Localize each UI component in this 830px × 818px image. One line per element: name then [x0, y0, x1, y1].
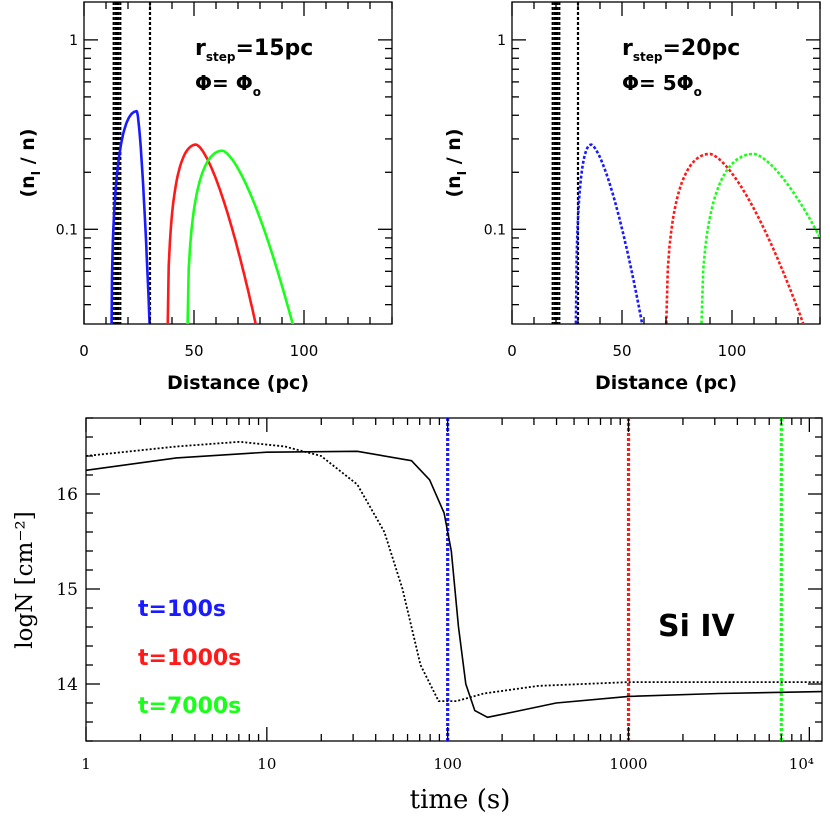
panel-top-left: 0.1 1 0 50 100 rstep=15pc Φ= Φo Distance (pc…: [17, 1, 393, 394]
annotation-phi: Φ= 5Φo: [622, 71, 702, 99]
series-t-100s: [574, 143, 644, 324]
x-tick-label: 1000: [609, 755, 647, 773]
x-tick-label: 1: [81, 755, 91, 773]
series-t-1000s: [664, 152, 805, 324]
x-tick-label: 0: [507, 342, 517, 360]
y-tick-label: 0.1: [484, 222, 506, 238]
panel-bottom: 1 10 100 1000 10⁴ 14 15 16 t=100s t=1000s t=700…: [12, 417, 823, 815]
series-t-100s: [110, 109, 151, 324]
series-solid: [85, 450, 823, 719]
y-tick-label: 15: [56, 580, 78, 600]
x-tick-label: 50: [612, 342, 631, 360]
y-tick-label: 14: [56, 675, 78, 695]
x-axis-label: time (s): [410, 785, 511, 815]
x-tick-label: 0: [79, 342, 89, 360]
panel-top-right: 0.1 1 0 50 100 rstep=20pc Φ= 5Φo Distance (p…: [443, 1, 821, 394]
plot-frame: [85, 417, 823, 742]
y-axis-label: (nI / n): [17, 128, 43, 197]
x-tick-label: 10⁴: [789, 755, 814, 773]
x-axis-label: Distance (pc): [595, 372, 737, 394]
y-tick-label: 1: [69, 33, 78, 49]
x-tick-label: 50: [184, 342, 203, 360]
legend-t100: t=100s: [138, 597, 226, 622]
x-tick-label: 100: [290, 342, 319, 360]
series-dotted: [85, 440, 822, 702]
x-tick-label: 100: [433, 755, 462, 773]
species-label: Si IV: [658, 609, 735, 644]
annotation-r: rstep=15pc: [195, 36, 313, 64]
y-tick-label: 1: [497, 33, 506, 49]
y-axis-label: (nI / n): [443, 128, 469, 197]
y-axis-label: logN [cm⁻²]: [12, 511, 38, 648]
annotation-r: rstep=20pc: [622, 36, 740, 64]
x-tick-label: 100: [718, 342, 747, 360]
y-tick-label: 0.1: [56, 222, 78, 238]
series-t-7000s: [186, 149, 295, 324]
annotation-phi: Φ= Φo: [195, 71, 261, 99]
legend-t7000: t=7000s: [138, 694, 241, 719]
x-axis-label: Distance (pc): [167, 372, 309, 394]
legend-t1000: t=1000s: [138, 646, 241, 671]
series-t-7000s: [700, 152, 820, 324]
y-tick-label: 16: [56, 485, 78, 505]
x-tick-label: 10: [257, 755, 276, 773]
series-t-1000s: [166, 143, 258, 324]
